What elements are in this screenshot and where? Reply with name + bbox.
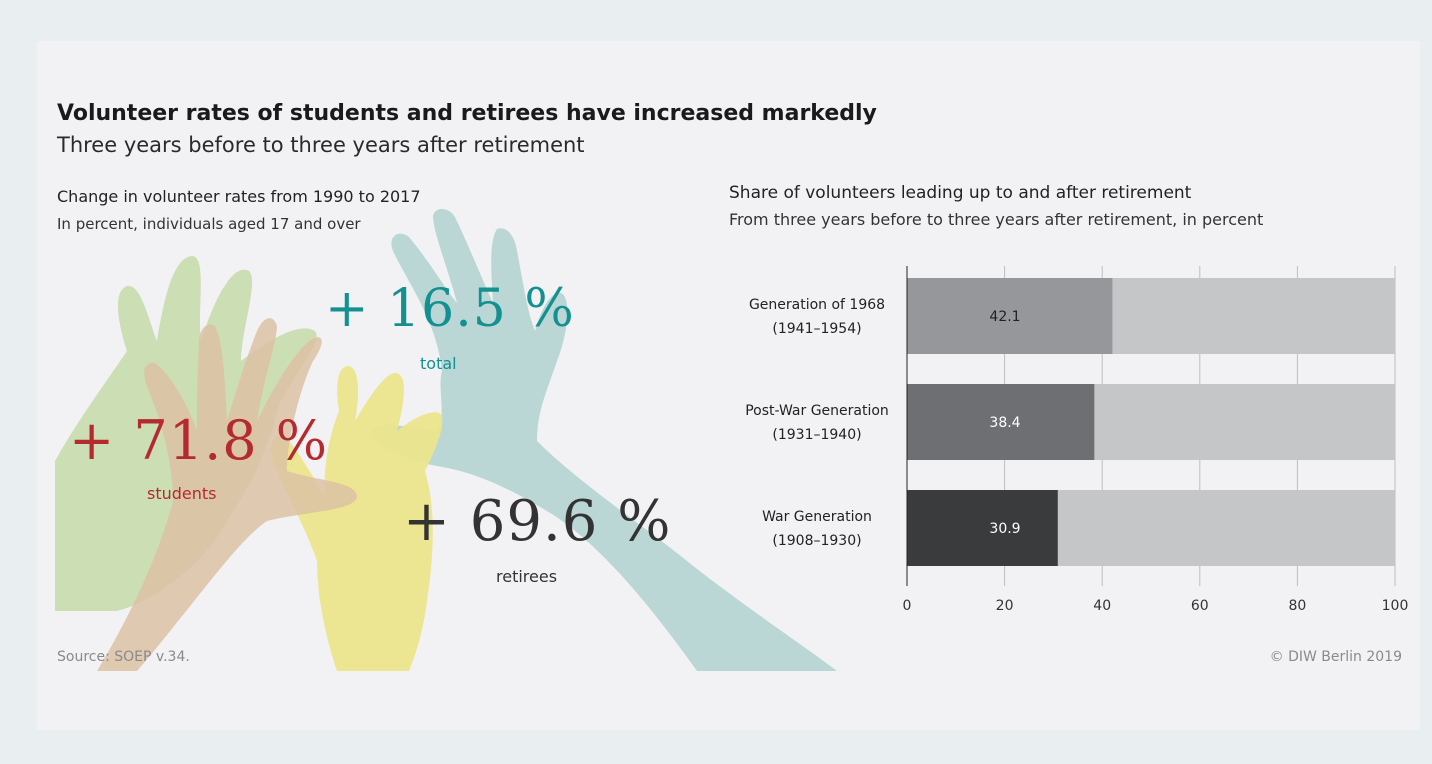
stat-students-label: students [147,484,217,503]
x-tick-label: 80 [1288,598,1306,614]
x-tick-label: 60 [1191,598,1209,614]
x-tick-label: 100 [1382,598,1409,614]
bar [907,384,1095,460]
right-panel-subheading: From three years before to three years a… [729,210,1264,229]
x-tick-label: 0 [903,598,912,614]
x-tick-label: 40 [1093,598,1111,614]
yellow-hand-shape [271,366,443,671]
stat-retirees-value: + 69.6 % [403,489,672,554]
category-label: Post-War Generation [745,403,889,419]
bar [907,490,1058,566]
category-label: Generation of 1968 [749,297,885,313]
page-title: Volunteer rates of students and retirees… [57,101,877,126]
bar-remainder [1057,490,1395,566]
bar-value-label: 30.9 [989,521,1020,537]
teal-hand-shape [371,208,837,672]
page-subtitle: Three years before to three years after … [57,133,585,157]
bar-chart: 42.1 Generation of 1968 (1941–1954) 38.4 Pos… [745,266,1409,614]
bar [907,278,1113,354]
left-panel-heading: Change in volunteer rates from 1990 to 2… [57,187,421,206]
category-label: (1908–1930) [772,533,861,549]
hands-illustration [55,208,837,672]
bar-remainder [1112,278,1395,354]
source-note: Source: SOEP v.34. [57,649,190,665]
stat-total-label: total [420,354,457,373]
infographic-card: Volunteer rates of students and retirees… [37,41,1420,730]
stat-retirees-label: retirees [496,567,558,586]
right-panel-heading: Share of volunteers leading up to and af… [729,183,1192,203]
copyright-note: © DIW Berlin 2019 [1269,649,1402,665]
bar-value-label: 42.1 [989,309,1020,325]
bar-remainder [1094,384,1395,460]
category-label: (1941–1954) [772,321,861,337]
category-label: (1931–1940) [772,427,861,443]
stat-students-value: + 71.8 % [69,409,329,472]
bar-value-label: 38.4 [989,415,1020,431]
category-label: War Generation [762,509,872,525]
stat-total-value: + 16.5 % [325,279,575,339]
x-tick-label: 20 [996,598,1014,614]
left-panel-subheading: In percent, individuals aged 17 and over [57,215,361,233]
beige-hand-shape [97,318,357,671]
